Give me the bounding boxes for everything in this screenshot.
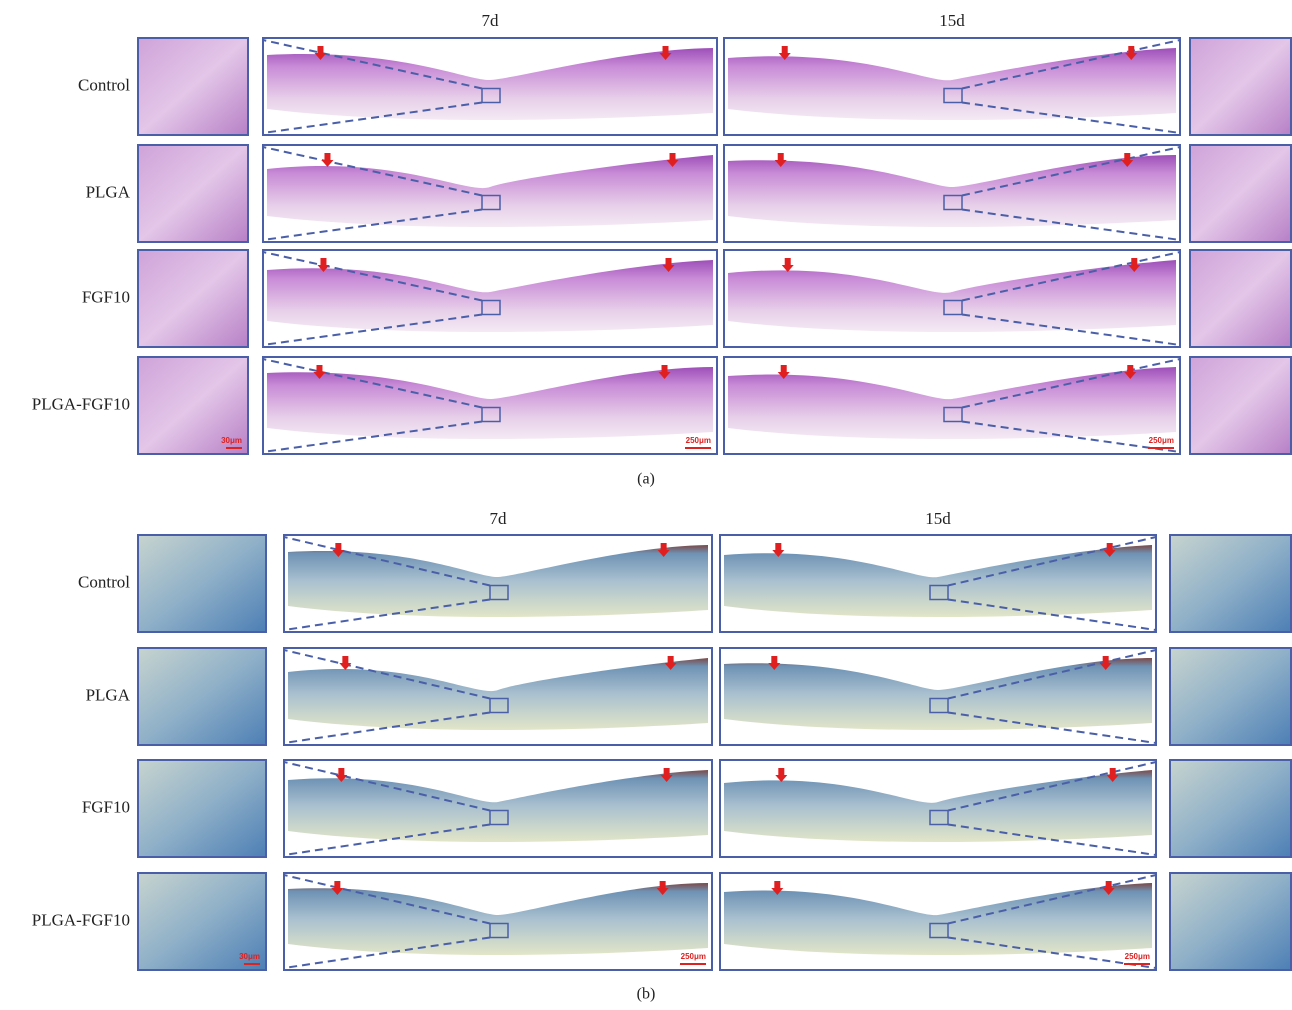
column-header: 15d — [939, 11, 965, 30]
zoom-thumbnail — [138, 145, 248, 242]
zoom-thumbnail — [1190, 38, 1291, 135]
row-label: FGF10 — [82, 797, 130, 816]
column-header: 7d — [490, 509, 508, 528]
zoom-thumbnail — [138, 535, 266, 632]
zoom-thumbnail — [1170, 873, 1291, 970]
zoom-thumbnail — [1190, 357, 1291, 454]
column-header: 7d — [482, 11, 500, 30]
figure: 7d 15d Control PLGA FGF10 PLGA-FGF10 30μm 250μm… — [0, 0, 1292, 1010]
zoom-thumbnail — [138, 250, 248, 347]
row-label: Control — [78, 572, 130, 591]
row-label: PLGA — [86, 685, 131, 704]
zoom-thumbnail — [1170, 648, 1291, 745]
zoom-thumbnail — [1190, 145, 1291, 242]
scale-bar-label: 250μm — [681, 952, 706, 961]
scale-bar-label: 250μm — [1125, 952, 1150, 961]
scale-bar-label: 250μm — [686, 436, 711, 445]
panel-caption: (b) — [637, 986, 656, 1003]
scale-bar-label: 30μm — [239, 952, 260, 961]
zoom-thumbnail — [1170, 760, 1291, 857]
zoom-thumbnail — [138, 760, 266, 857]
zoom-thumbnail — [138, 38, 248, 135]
panel-caption: (a) — [637, 471, 655, 488]
zoom-thumbnail — [1170, 535, 1291, 632]
row-label: PLGA-FGF10 — [32, 910, 130, 929]
scale-bar-label: 30μm — [221, 436, 242, 445]
row-label: Control — [78, 75, 130, 94]
row-label: PLGA-FGF10 — [32, 394, 130, 413]
row-label: FGF10 — [82, 287, 130, 306]
zoom-thumbnail — [138, 648, 266, 745]
row-label: PLGA — [86, 182, 131, 201]
zoom-thumbnail — [1190, 250, 1291, 347]
column-header: 15d — [925, 509, 951, 528]
scale-bar-label: 250μm — [1149, 436, 1174, 445]
